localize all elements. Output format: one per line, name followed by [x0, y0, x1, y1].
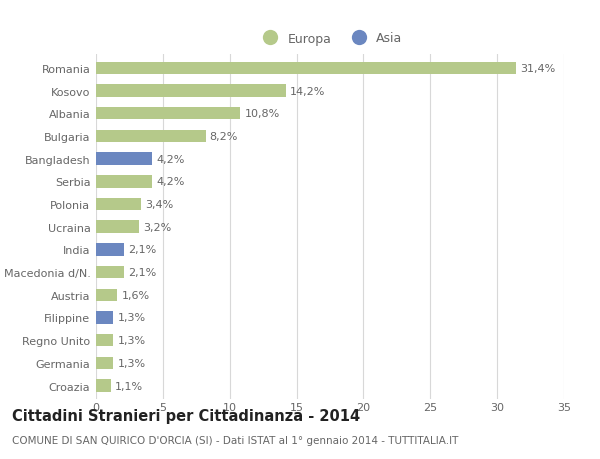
Text: 1,1%: 1,1%: [115, 381, 143, 391]
Text: 1,3%: 1,3%: [118, 358, 146, 368]
Text: 4,2%: 4,2%: [156, 154, 185, 164]
Text: 31,4%: 31,4%: [520, 64, 555, 73]
Text: 10,8%: 10,8%: [244, 109, 280, 119]
Text: 14,2%: 14,2%: [290, 86, 325, 96]
Legend: Europa, Asia: Europa, Asia: [257, 33, 403, 45]
Text: 3,2%: 3,2%: [143, 222, 171, 232]
Bar: [96, 198, 142, 211]
Bar: [96, 62, 516, 75]
Bar: [96, 108, 241, 120]
Bar: [96, 312, 113, 324]
Text: 1,3%: 1,3%: [118, 313, 146, 323]
Bar: [96, 153, 152, 166]
Bar: [96, 244, 124, 256]
Bar: [96, 176, 152, 188]
Text: 8,2%: 8,2%: [209, 132, 238, 142]
Bar: [96, 357, 113, 369]
Bar: [96, 221, 139, 234]
Bar: [96, 334, 113, 347]
Bar: [96, 380, 111, 392]
Text: 1,3%: 1,3%: [118, 336, 146, 346]
Text: 1,6%: 1,6%: [121, 290, 149, 300]
Text: 2,1%: 2,1%: [128, 268, 157, 278]
Text: Cittadini Stranieri per Cittadinanza - 2014: Cittadini Stranieri per Cittadinanza - 2…: [12, 408, 360, 423]
Bar: [96, 85, 286, 98]
Bar: [96, 130, 206, 143]
Text: COMUNE DI SAN QUIRICO D'ORCIA (SI) - Dati ISTAT al 1° gennaio 2014 - TUTTITALIA.: COMUNE DI SAN QUIRICO D'ORCIA (SI) - Dat…: [12, 435, 458, 445]
Text: 3,4%: 3,4%: [145, 200, 174, 210]
Bar: [96, 289, 118, 302]
Text: 2,1%: 2,1%: [128, 245, 157, 255]
Bar: [96, 266, 124, 279]
Text: 4,2%: 4,2%: [156, 177, 185, 187]
